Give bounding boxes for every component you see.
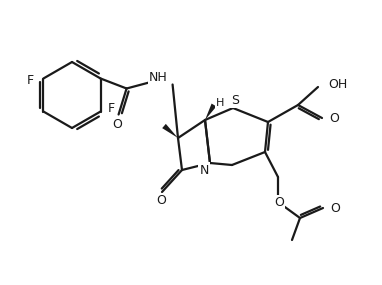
- Polygon shape: [205, 103, 216, 120]
- Text: F: F: [27, 74, 34, 87]
- Text: O: O: [113, 118, 123, 131]
- Text: NH: NH: [149, 71, 168, 84]
- Text: OH: OH: [328, 78, 347, 91]
- Text: O: O: [330, 203, 340, 215]
- Text: H: H: [216, 98, 224, 108]
- Text: O: O: [329, 113, 339, 125]
- Text: O: O: [156, 194, 166, 207]
- Text: N: N: [199, 164, 209, 176]
- Text: F: F: [108, 102, 115, 115]
- Polygon shape: [162, 124, 178, 138]
- Text: S: S: [231, 93, 239, 107]
- Text: O: O: [274, 196, 284, 209]
